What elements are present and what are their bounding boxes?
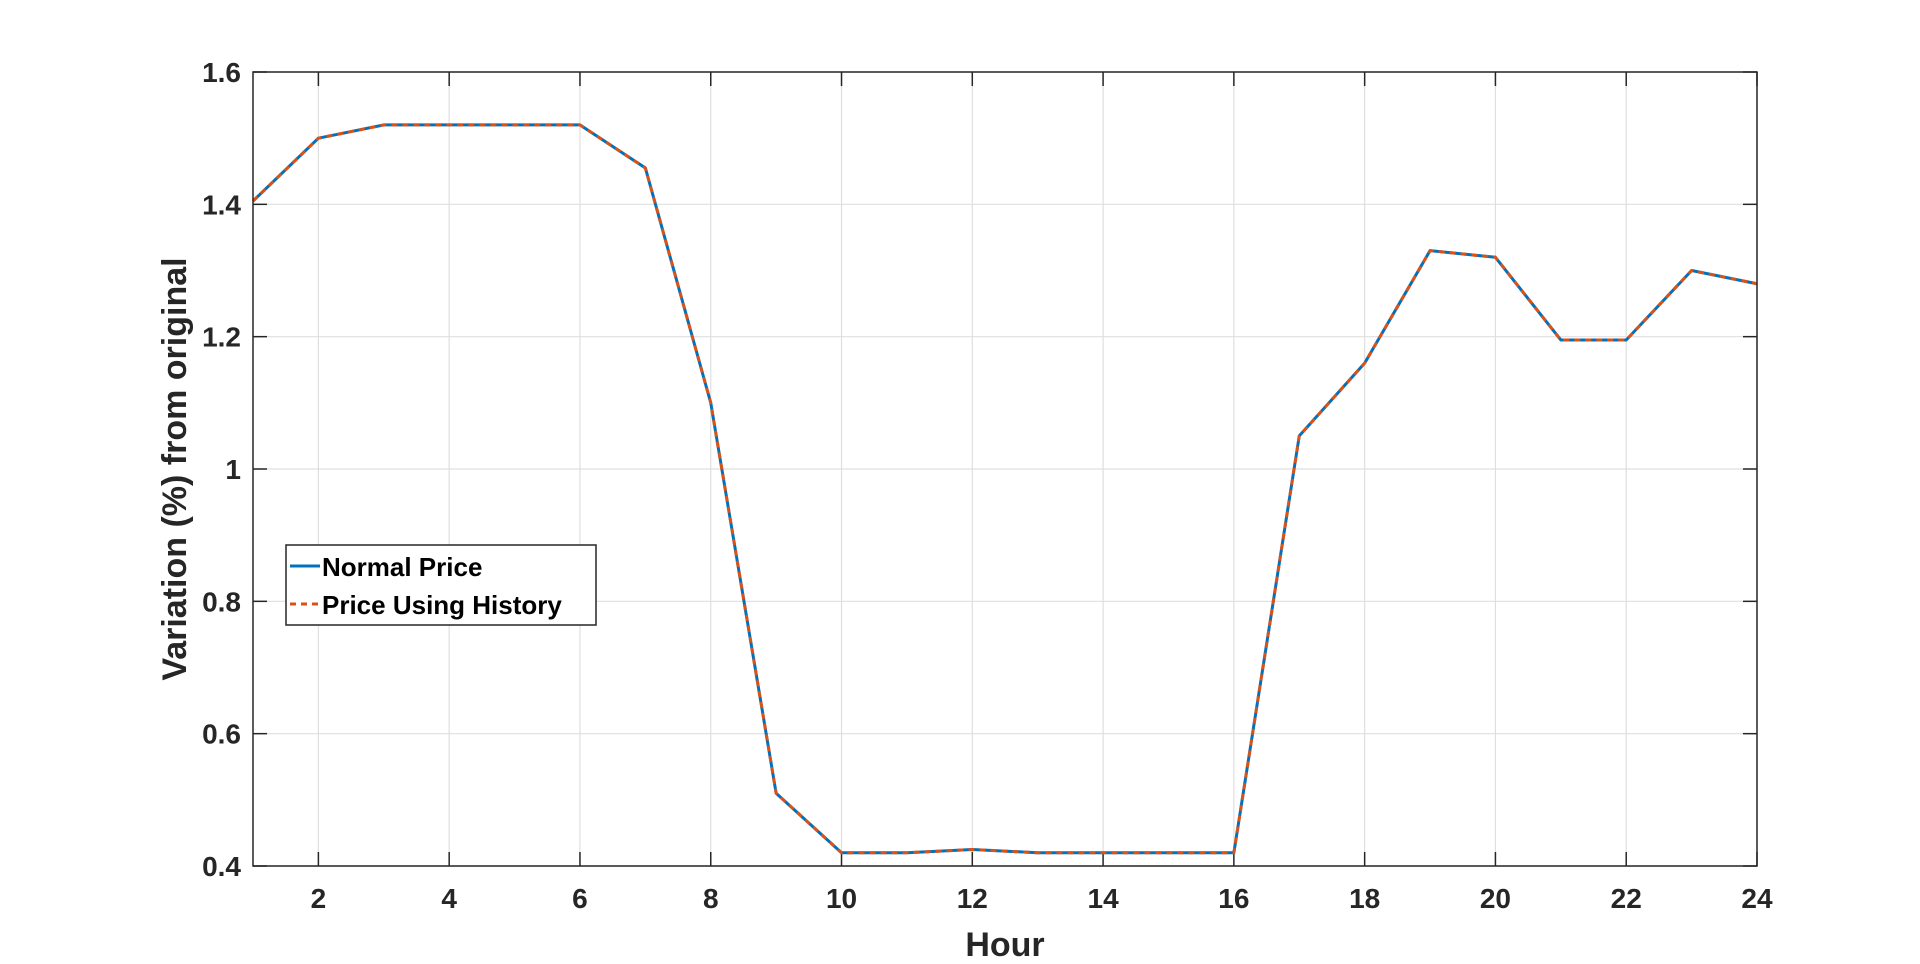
x-tick-label: 16 bbox=[1218, 883, 1249, 914]
x-tick-label: 24 bbox=[1741, 883, 1773, 914]
x-tick-label: 10 bbox=[826, 883, 857, 914]
series-line-price-using-history bbox=[251, 123, 1758, 855]
plot-box bbox=[252, 71, 1758, 867]
y-tick-label: 1.2 bbox=[202, 322, 241, 353]
y-tick-label: 1.6 bbox=[202, 57, 241, 88]
data-point-price-using-history bbox=[513, 123, 516, 126]
x-tick-label: 20 bbox=[1480, 883, 1511, 914]
legend-label-price-using-history: Price Using History bbox=[322, 590, 562, 620]
data-point-price-using-history bbox=[1167, 851, 1170, 854]
data-point-price-using-history bbox=[1625, 338, 1628, 341]
data-point-price-using-history bbox=[1429, 249, 1432, 252]
x-tick-label: 2 bbox=[311, 883, 327, 914]
data-point-price-using-history bbox=[905, 851, 908, 854]
data-point-price-using-history bbox=[578, 123, 581, 126]
data-point-price-using-history bbox=[1036, 851, 1039, 854]
data-point-price-using-history bbox=[1690, 269, 1693, 272]
y-axis-label: Variation (%) from original bbox=[156, 257, 194, 680]
data-point-price-using-history bbox=[1494, 256, 1497, 259]
x-tick-label: 12 bbox=[957, 883, 988, 914]
data-point-price-using-history bbox=[840, 851, 843, 854]
y-tick-label: 1.4 bbox=[202, 189, 241, 220]
legend: Normal Price Price Using History bbox=[285, 544, 597, 626]
x-tick-labels: 2 4 6 8 10 12 14 16 18 20 22 24 bbox=[311, 883, 1773, 914]
data-point-price-using-history bbox=[382, 123, 385, 126]
data-point-price-using-history bbox=[448, 123, 451, 126]
data-point-price-using-history bbox=[1298, 434, 1301, 437]
x-tick-label: 18 bbox=[1349, 883, 1380, 914]
data-point-price-using-history bbox=[644, 166, 647, 169]
data-point-price-using-history bbox=[1559, 338, 1562, 341]
data-point-price-using-history bbox=[1363, 362, 1366, 365]
y-tick-label: 0.6 bbox=[202, 719, 241, 750]
data-point-price-using-history bbox=[971, 848, 974, 851]
legend-label-normal-price: Normal Price bbox=[322, 552, 482, 582]
series-layer bbox=[251, 123, 1758, 855]
y-tick-label: 0.4 bbox=[202, 851, 241, 882]
x-axis-label: Hour bbox=[965, 926, 1044, 964]
data-point-price-using-history bbox=[709, 401, 712, 404]
x-tick-label: 14 bbox=[1088, 883, 1120, 914]
x-tick-label: 8 bbox=[703, 883, 719, 914]
x-tick-label: 4 bbox=[441, 883, 457, 914]
y-tick-labels: 0.4 0.6 0.8 1 1.2 1.4 1.6 bbox=[202, 57, 241, 882]
data-point-price-using-history bbox=[1102, 851, 1105, 854]
y-tick-label: 1 bbox=[225, 454, 241, 485]
data-point-price-using-history bbox=[317, 137, 320, 140]
x-tick-label: 6 bbox=[572, 883, 588, 914]
x-tick-label: 22 bbox=[1611, 883, 1642, 914]
y-tick-label: 0.8 bbox=[202, 586, 241, 617]
data-point-price-using-history bbox=[1232, 851, 1235, 854]
data-point-price-using-history bbox=[775, 792, 778, 795]
legend-box bbox=[285, 544, 597, 626]
